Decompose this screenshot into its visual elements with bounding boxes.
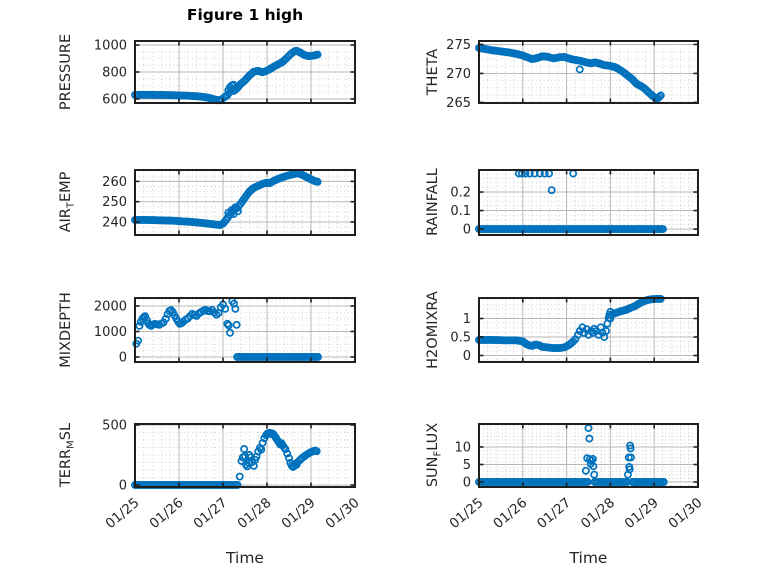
data-series [475,169,667,234]
y-tick-label: 1000 [94,39,127,54]
y-tick-label: 10 [454,440,471,455]
x-tick-label: 01/28 [578,495,618,532]
scatter-plot-h2omixra: 00.51 [450,294,699,364]
y-tick-label: 0 [463,475,471,490]
y-tick-label: 0 [119,478,127,493]
scatter-plot-mixdepth: 0 1000 2000 [94,297,356,365]
data-series [131,428,321,489]
y-tick-label: 0 [463,349,471,364]
scatter-plot-sun-flux: 0 5 10 01/25 01/26 01/27 01/28 01/29 01/30 Time [446,423,706,567]
data-series [475,44,665,103]
y-tick-label: 0.1 [450,204,471,219]
scatter-plot-theta: 265 270 275 [446,38,699,111]
x-tick-label: 01/29 [622,495,662,532]
scatter-plot-pressure: 600 800 1000 [94,39,356,107]
data-series [132,297,322,361]
x-tick-label: 01/27 [534,495,574,532]
scatter-plot-air-temp: 240 250 260 [102,169,356,236]
x-tick-label: 01/25 [102,495,142,532]
data-series [475,294,665,353]
x-tick-label: 01/30 [665,495,705,532]
y-tick-label: 0 [119,350,127,365]
y-tick-label: 270 [446,67,471,82]
scatter-plot-terr-msl: 0 500 01/25 01/26 01/27 01/28 01/29 01/30 Time [102,418,362,567]
y-tick-label: 2000 [94,299,127,314]
y-tick-label: 265 [446,96,471,111]
x-tick-label: 01/26 [146,495,186,532]
y-tick-label: 260 [102,175,127,190]
y-tick-label: 5 [463,458,471,473]
y-tick-label: 600 [102,92,127,107]
x-tick-label: 01/27 [190,495,230,532]
x-tick-label: 01/30 [322,495,362,532]
x-tick-label: 01/25 [446,495,486,532]
data-series [131,46,322,105]
y-tick-label: 800 [102,66,127,81]
y-tick-label: 0.5 [450,330,471,345]
x-axis-label: Time [569,549,608,567]
x-axis-label: Time [225,549,264,567]
figure-title: Figure 1 high [186,6,304,24]
y-tick-label: 500 [102,418,127,433]
x-tick-label: 01/29 [278,495,318,532]
y-tick-label: 0.2 [450,186,471,201]
y-tick-label: 240 [102,216,127,231]
scatter-plot-rainfall: 0 0.1 0.2 [450,169,699,238]
y-tick-label: 1 [463,312,471,327]
y-tick-label: 0 [463,223,471,238]
y-tick-label: 1000 [94,325,127,340]
y-tick-label: 250 [102,195,127,210]
data-series [131,169,322,229]
x-tick-label: 01/28 [234,495,274,532]
data-series [475,424,668,486]
y-tick-label: 275 [446,38,471,53]
x-tick-label: 01/26 [490,495,530,532]
